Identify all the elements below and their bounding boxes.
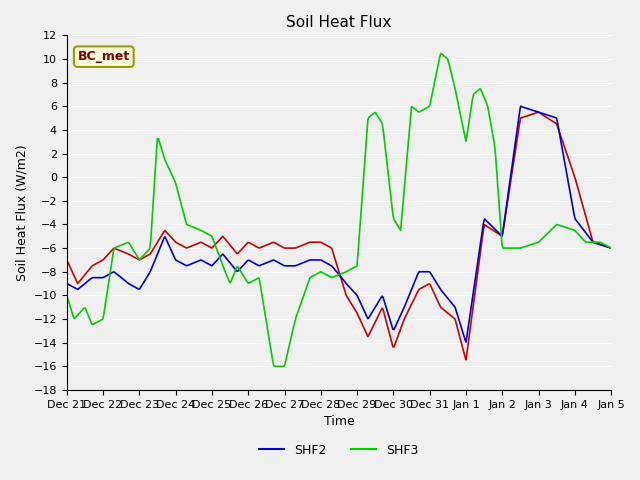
Text: BC_met: BC_met	[77, 50, 130, 63]
Y-axis label: Soil Heat Flux (W/m2): Soil Heat Flux (W/m2)	[15, 144, 28, 281]
SHF3	[388, 203, 396, 208]
Title: Soil Heat Flux: Soil Heat Flux	[286, 15, 392, 30]
SHF2	[462, 339, 470, 345]
SHF1	[387, 336, 395, 341]
SHF3	[596, 240, 604, 245]
SHF3	[358, 191, 366, 197]
SHF1	[358, 319, 365, 325]
SHF3	[437, 50, 445, 56]
SHF2	[516, 103, 524, 109]
SHF1	[321, 242, 329, 248]
SHF3	[607, 245, 615, 251]
Line: SHF2: SHF2	[67, 106, 611, 342]
SHF1	[324, 243, 332, 249]
SHF1	[510, 156, 518, 162]
Legend: SHF2, SHF3: SHF2, SHF3	[254, 439, 424, 462]
SHF3	[326, 274, 333, 279]
SHF2	[321, 260, 329, 265]
SHF1	[462, 357, 470, 363]
SHF1	[534, 109, 542, 115]
SHF2	[387, 319, 395, 325]
SHF1	[596, 241, 604, 247]
SHF2	[510, 149, 518, 155]
X-axis label: Time: Time	[324, 415, 355, 428]
SHF2	[607, 245, 615, 251]
SHF1	[607, 245, 615, 251]
SHF2	[596, 241, 604, 247]
SHF3	[323, 272, 330, 277]
SHF2	[324, 261, 332, 267]
SHF1	[63, 257, 70, 263]
SHF2	[63, 281, 70, 287]
Line: SHF3: SHF3	[67, 53, 611, 366]
SHF2	[358, 301, 365, 307]
SHF3	[63, 292, 70, 298]
Line: SHF1: SHF1	[67, 112, 611, 360]
SHF3	[270, 363, 278, 369]
SHF3	[511, 245, 519, 251]
